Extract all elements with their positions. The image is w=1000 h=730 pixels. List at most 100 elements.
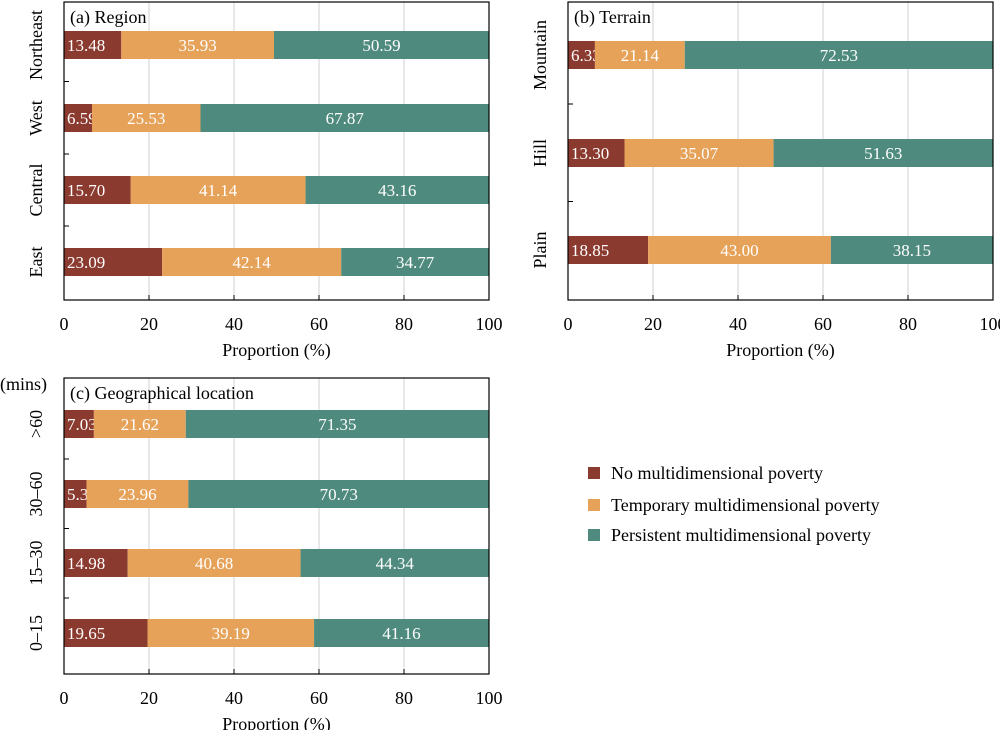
category-label: Northeast bbox=[26, 10, 46, 80]
x-tick-label: 100 bbox=[476, 688, 503, 708]
data-label: 15.70 bbox=[67, 181, 105, 200]
bar-temporary bbox=[648, 236, 831, 264]
bar-no-poverty bbox=[568, 139, 625, 167]
bar-no-poverty bbox=[64, 104, 93, 132]
data-label: 39.19 bbox=[212, 624, 250, 643]
category-label: Hill bbox=[530, 139, 550, 167]
bar-temporary bbox=[624, 139, 774, 167]
bar-temporary bbox=[92, 104, 201, 132]
x-tick-label: 80 bbox=[899, 314, 917, 334]
data-label: 13.30 bbox=[571, 144, 609, 163]
plot-frame bbox=[63, 1, 490, 301]
bar-persistent bbox=[185, 410, 489, 438]
bar-temporary bbox=[121, 31, 274, 59]
legend-label: No multidimensional poverty bbox=[611, 463, 823, 483]
x-tick-label: 60 bbox=[310, 314, 328, 334]
data-label: 23.09 bbox=[67, 253, 105, 272]
bar-temporary bbox=[147, 619, 315, 647]
data-label: 70.73 bbox=[320, 485, 358, 504]
y-unit-label: (mins) bbox=[0, 374, 47, 395]
x-tick-label: 20 bbox=[140, 314, 158, 334]
x-tick-label: 0 bbox=[60, 688, 69, 708]
x-tick-label: 80 bbox=[395, 314, 413, 334]
data-label: 41.16 bbox=[382, 624, 420, 643]
x-tick-label: 40 bbox=[225, 688, 243, 708]
bar-persistent bbox=[830, 236, 993, 264]
data-label: 41.14 bbox=[199, 181, 238, 200]
x-tick-label: 100 bbox=[476, 314, 503, 334]
bar-temporary bbox=[162, 248, 342, 276]
data-label: 19.65 bbox=[67, 624, 105, 643]
data-label: 25.53 bbox=[127, 109, 165, 128]
x-tick-label: 100 bbox=[980, 314, 1000, 334]
bar-no-poverty bbox=[64, 176, 131, 204]
bar-persistent bbox=[314, 619, 489, 647]
x-axis-title: Proportion (%) bbox=[726, 340, 834, 361]
bar-no-poverty bbox=[568, 41, 595, 69]
bar-no-poverty bbox=[64, 410, 94, 438]
bar-persistent bbox=[305, 176, 489, 204]
data-label: 13.48 bbox=[67, 36, 105, 55]
x-tick-label: 20 bbox=[644, 314, 662, 334]
panel-title: (a) Region bbox=[70, 7, 146, 28]
data-label: 50.59 bbox=[362, 36, 400, 55]
x-tick-label: 60 bbox=[814, 314, 832, 334]
category-label: Plain bbox=[530, 231, 550, 268]
x-tick-label: 0 bbox=[60, 314, 69, 334]
bar-persistent bbox=[773, 139, 993, 167]
panel-geographical-location: 7.03 21.62 71.35>605.31 23.96 70.7330–6014.9… bbox=[0, 374, 503, 730]
data-label: 67.87 bbox=[326, 109, 365, 128]
bar-no-poverty bbox=[64, 31, 122, 59]
bar-persistent bbox=[188, 480, 489, 508]
x-tick-label: 60 bbox=[310, 688, 328, 708]
bar-persistent bbox=[684, 41, 993, 69]
data-label: 38.15 bbox=[893, 241, 931, 260]
data-label: 71.35 bbox=[318, 415, 356, 434]
data-label: 43.16 bbox=[378, 181, 416, 200]
data-label: 23.96 bbox=[118, 485, 156, 504]
data-label: 42.14 bbox=[233, 253, 272, 272]
data-label: 43.00 bbox=[720, 241, 758, 260]
bar-no-poverty bbox=[568, 236, 649, 264]
x-tick-label: 0 bbox=[564, 314, 573, 334]
bar-temporary bbox=[86, 480, 189, 508]
bar-temporary bbox=[130, 176, 306, 204]
bar-persistent bbox=[341, 248, 489, 276]
data-label: 6.33 bbox=[571, 46, 601, 65]
legend-swatch-no-poverty bbox=[588, 467, 600, 479]
category-label: >60 bbox=[26, 410, 46, 438]
data-label: 21.62 bbox=[121, 415, 159, 434]
bar-temporary bbox=[93, 410, 186, 438]
category-label: Central bbox=[26, 164, 46, 217]
plot-frame bbox=[63, 377, 490, 675]
data-label: 21.14 bbox=[621, 46, 660, 65]
data-label: 35.93 bbox=[179, 36, 217, 55]
legend-swatch-persistent bbox=[588, 529, 600, 541]
data-label: 18.85 bbox=[571, 241, 609, 260]
data-label: 6.59 bbox=[67, 109, 97, 128]
category-label: 0–15 bbox=[26, 615, 46, 651]
data-label: 51.63 bbox=[864, 144, 902, 163]
legend-swatch-temporary bbox=[588, 499, 600, 511]
x-tick-label: 80 bbox=[395, 688, 413, 708]
x-tick-label: 20 bbox=[140, 688, 158, 708]
data-label: 34.77 bbox=[396, 253, 435, 272]
legend-label: Temporary multidimensional poverty bbox=[611, 495, 880, 515]
panel-terrain: 6.33 21.14 72.53 Mountain 13.30 35.07 51.63 Hil… bbox=[530, 1, 1000, 361]
x-axis-title: Proportion (%) bbox=[222, 340, 330, 361]
bar-no-poverty bbox=[64, 480, 87, 508]
data-label: 72.53 bbox=[820, 46, 858, 65]
bar-temporary bbox=[594, 41, 685, 69]
panel-title: (c) Geographical location bbox=[70, 383, 254, 404]
bar-persistent bbox=[300, 549, 489, 577]
data-label: 35.07 bbox=[680, 144, 719, 163]
bar-no-poverty bbox=[64, 248, 163, 276]
x-tick-label: 40 bbox=[225, 314, 243, 334]
plot-frame bbox=[567, 1, 994, 301]
panel-title: (b) Terrain bbox=[574, 7, 651, 28]
category-label: West bbox=[26, 100, 46, 136]
category-label: Mountain bbox=[530, 20, 550, 90]
panel-region: 13.48 35.93 50.59 Northeast 6.59 25.53 67.87 We… bbox=[26, 1, 503, 361]
legend: No multidimensional poverty Temporary mul… bbox=[588, 463, 880, 545]
